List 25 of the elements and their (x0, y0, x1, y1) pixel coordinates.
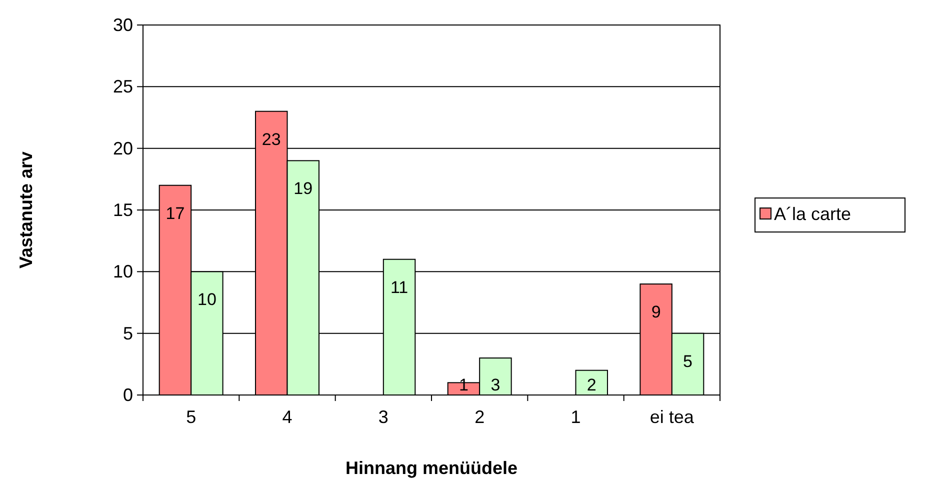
x-tick-label: 1 (570, 407, 581, 427)
data-label: 11 (390, 278, 408, 297)
data-label: 5 (683, 352, 693, 371)
data-label: 19 (294, 179, 313, 198)
y-tick-label: 10 (112, 262, 133, 282)
data-label: 3 (490, 376, 500, 394)
x-tick-label: 5 (186, 407, 196, 427)
data-label: 10 (197, 290, 216, 310)
legend-label: A´la carte (774, 204, 852, 224)
x-tick-label: 2 (474, 407, 485, 427)
data-label: 17 (166, 204, 185, 223)
x-axis-title: Hinnang menüüdele (345, 458, 518, 478)
y-tick-label: 20 (112, 138, 133, 158)
y-tick-label: 25 (112, 76, 133, 97)
y-tick-label: 30 (112, 15, 133, 35)
y-tick-label: 5 (122, 323, 133, 344)
x-tick-label: 3 (378, 407, 388, 427)
data-label: 9 (651, 302, 661, 322)
x-tick-label: 4 (282, 407, 292, 427)
x-tick-label: ei tea (650, 407, 695, 427)
y-axis-title: Vastanute arv (16, 151, 36, 269)
y-tick-label: 15 (112, 200, 133, 220)
y-tick-label: 0 (122, 385, 133, 405)
data-label: 23 (262, 130, 281, 149)
data-label: 2 (586, 376, 596, 394)
